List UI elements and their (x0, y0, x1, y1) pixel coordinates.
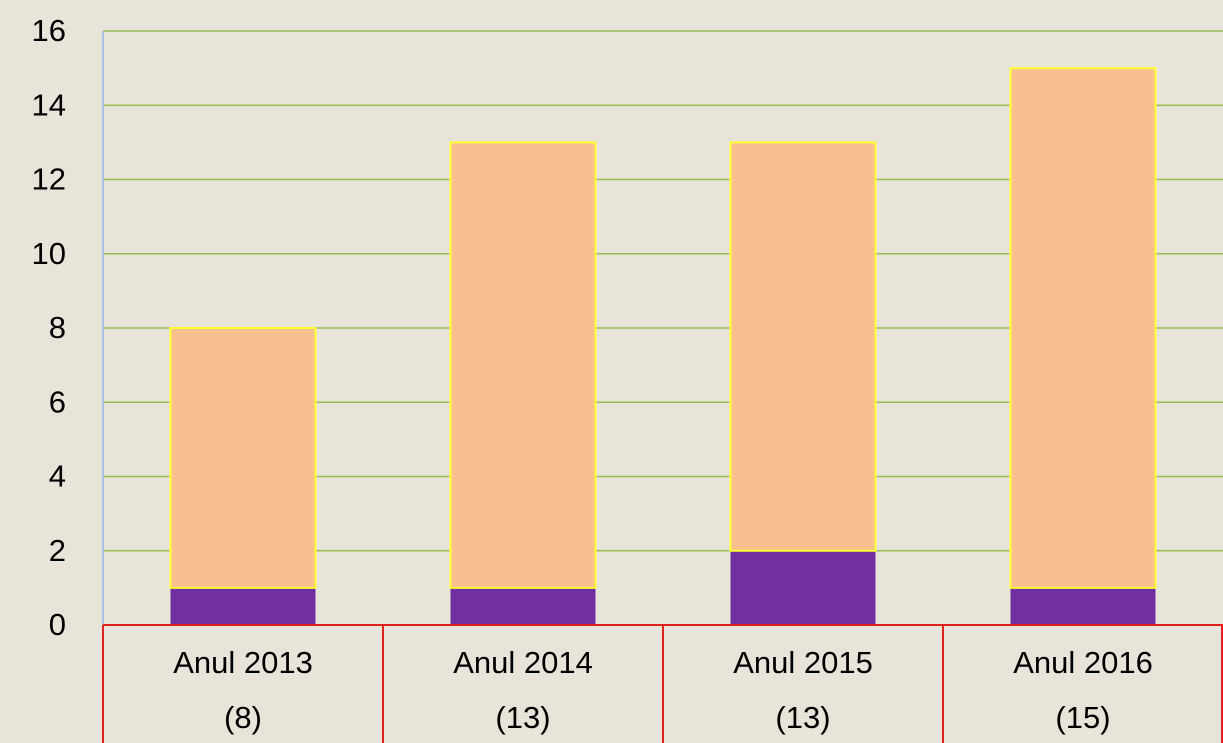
x-tick-label: Anul 2014 (13) (453, 645, 593, 735)
bar-segment (170, 587, 316, 625)
x-tick-label: Anul 2016 (15) (1013, 645, 1153, 735)
y-tick-label: 10 (32, 236, 66, 271)
y-tick-label: 0 (49, 607, 66, 642)
bar-segment (730, 550, 876, 625)
x-tick-label: Anul 2013 (8) (173, 645, 313, 735)
y-tick-label: 16 (32, 13, 66, 48)
bar-segment (729, 141, 877, 552)
y-tick-label: 6 (49, 384, 66, 419)
y-tick-label: 8 (49, 310, 66, 345)
y-tick-label: 4 (49, 459, 66, 494)
bar-segment (449, 141, 597, 589)
y-tick-label: 14 (32, 87, 66, 122)
x-tick-label: Anul 2015 (13) (733, 645, 873, 735)
y-tick-label: 2 (49, 533, 66, 568)
bar-segment (1010, 587, 1156, 625)
bar-segment (450, 587, 596, 625)
bar-segment (169, 327, 317, 589)
bar-segment (1009, 67, 1157, 589)
y-tick-label: 12 (32, 162, 66, 197)
